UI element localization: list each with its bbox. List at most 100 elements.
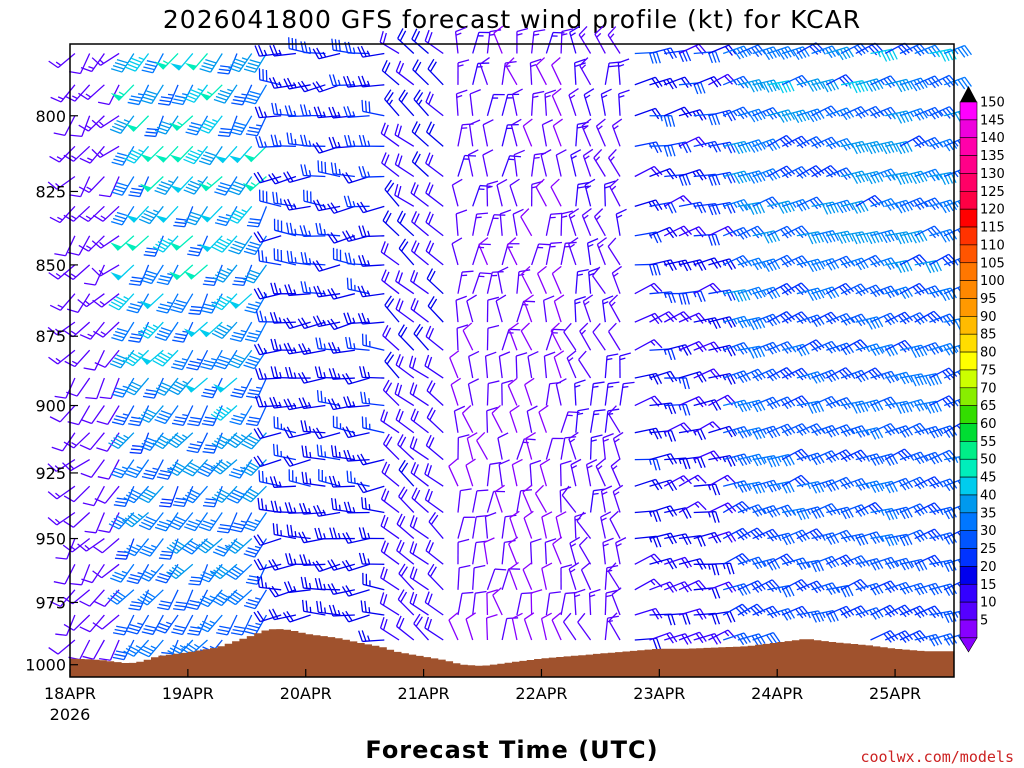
- wind-barb: [382, 210, 400, 237]
- wind-barb: [663, 225, 693, 237]
- wind-barb: [722, 603, 751, 617]
- wind-barb: [608, 294, 621, 323]
- wind-barb: [649, 115, 676, 127]
- wind-barb: [361, 99, 385, 117]
- wind-barb: [693, 612, 721, 625]
- wind-barb: [48, 264, 76, 280]
- wind-barb: [462, 322, 474, 351]
- wind-barb: [139, 538, 164, 557]
- wind-barb: [540, 612, 552, 641]
- wind-barb: [286, 222, 311, 237]
- wind-barb: [781, 135, 810, 149]
- wind-barb: [63, 205, 91, 222]
- wind-barb: [457, 488, 472, 513]
- wind-barb: [268, 172, 297, 185]
- wind-barb: [664, 533, 692, 546]
- wind-barb: [171, 614, 194, 636]
- wind-barb: [752, 479, 781, 493]
- colorbar-max-arrow: [960, 86, 977, 102]
- wind-barb: [343, 312, 370, 325]
- wind-barb: [634, 141, 663, 154]
- wind-barb: [608, 149, 621, 177]
- wind-barb: [212, 264, 238, 283]
- x-tick-label: 21APR: [398, 684, 450, 703]
- wind-barb: [840, 42, 869, 56]
- wind-barb: [566, 350, 577, 379]
- wind-barb: [737, 633, 766, 646]
- wind-barb: [884, 311, 914, 325]
- wind-barb: [183, 377, 208, 393]
- wind-barb: [272, 191, 297, 207]
- wind-barb: [394, 153, 415, 178]
- wind-barb: [49, 205, 76, 224]
- wind-barb: [855, 607, 884, 620]
- wind-barb: [529, 538, 542, 565]
- wind-barb: [811, 257, 840, 271]
- wind-barb: [529, 58, 542, 85]
- wind-barb: [708, 610, 736, 623]
- wind-barb: [607, 322, 621, 351]
- chart-title: 2026041800 GFS forecast wind profile (kt…: [163, 5, 861, 34]
- wind-barb: [342, 532, 370, 544]
- wind-barb: [198, 145, 223, 166]
- wind-barb: [520, 322, 533, 351]
- wind-barb: [541, 562, 553, 590]
- wind-barb: [552, 536, 563, 565]
- wind-barb: [737, 108, 766, 123]
- colorbar-swatch: [959, 369, 978, 389]
- wind-barb: [472, 590, 487, 616]
- wind-barb: [312, 560, 341, 573]
- wind-barb: [855, 343, 884, 356]
- wind-barb: [245, 377, 268, 399]
- wind-barb: [523, 612, 535, 641]
- wind-barb: [663, 311, 692, 323]
- wind-barb: [855, 399, 884, 413]
- wind-barb: [811, 532, 840, 545]
- wind-barb: [568, 431, 579, 460]
- wind-barb: [604, 589, 618, 616]
- wind-barb: [49, 589, 76, 608]
- wind-barb: [484, 512, 497, 539]
- wind-barb: [840, 140, 869, 155]
- wind-barb: [269, 44, 296, 57]
- wind-barb: [51, 432, 76, 452]
- wind-barb: [138, 205, 164, 225]
- wind-barb: [328, 341, 355, 354]
- wind-barb: [555, 511, 567, 539]
- wind-barb: [138, 639, 164, 658]
- wind-barb: [211, 235, 238, 253]
- wind-barb: [138, 512, 164, 531]
- wind-barb: [899, 77, 928, 92]
- wind-barb: [899, 197, 928, 211]
- wind-barb: [551, 87, 562, 117]
- wind-barb: [781, 165, 810, 179]
- colorbar-swatch: [959, 173, 978, 192]
- wind-barb: [139, 145, 164, 163]
- wind-barb: [582, 148, 594, 177]
- wind-barb: [722, 632, 751, 646]
- wind-barb: [486, 214, 506, 236]
- wind-barb: [506, 237, 518, 266]
- wind-barb: [361, 497, 385, 514]
- wind-barb: [574, 296, 586, 323]
- wind-barb: [469, 89, 481, 116]
- colorbar-label: 45: [980, 471, 997, 486]
- wind-barb: [139, 293, 164, 310]
- wind-barb: [298, 397, 326, 410]
- colorbar-swatch: [959, 137, 978, 156]
- wind-barb: [555, 149, 567, 177]
- wind-barb: [398, 89, 415, 117]
- wind-barb: [155, 563, 179, 584]
- colorbar-swatch: [959, 262, 978, 281]
- wind-barb: [409, 541, 429, 565]
- wind-barb: [282, 455, 311, 467]
- wind-barb: [186, 349, 209, 371]
- y-tick-label: 950: [35, 530, 66, 549]
- wind-barb: [448, 612, 459, 641]
- wind-barb: [356, 453, 385, 466]
- wind-barb: [870, 604, 899, 618]
- wind-barb: [634, 458, 661, 471]
- wind-barb: [491, 404, 503, 434]
- wind-barb: [501, 514, 517, 539]
- colorbar-swatch: [959, 548, 978, 567]
